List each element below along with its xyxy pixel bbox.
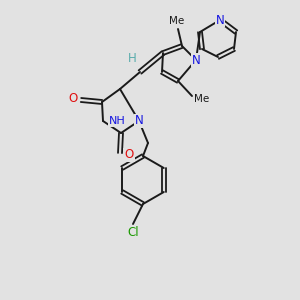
Text: N: N	[192, 53, 200, 67]
Text: O: O	[68, 92, 78, 104]
Text: H: H	[128, 52, 136, 64]
Text: NH: NH	[109, 116, 125, 126]
Text: N: N	[216, 14, 224, 26]
Text: N: N	[135, 115, 143, 128]
Text: O: O	[124, 148, 134, 161]
Text: Me: Me	[169, 16, 184, 26]
Text: Cl: Cl	[127, 226, 139, 238]
Text: Me: Me	[194, 94, 210, 104]
